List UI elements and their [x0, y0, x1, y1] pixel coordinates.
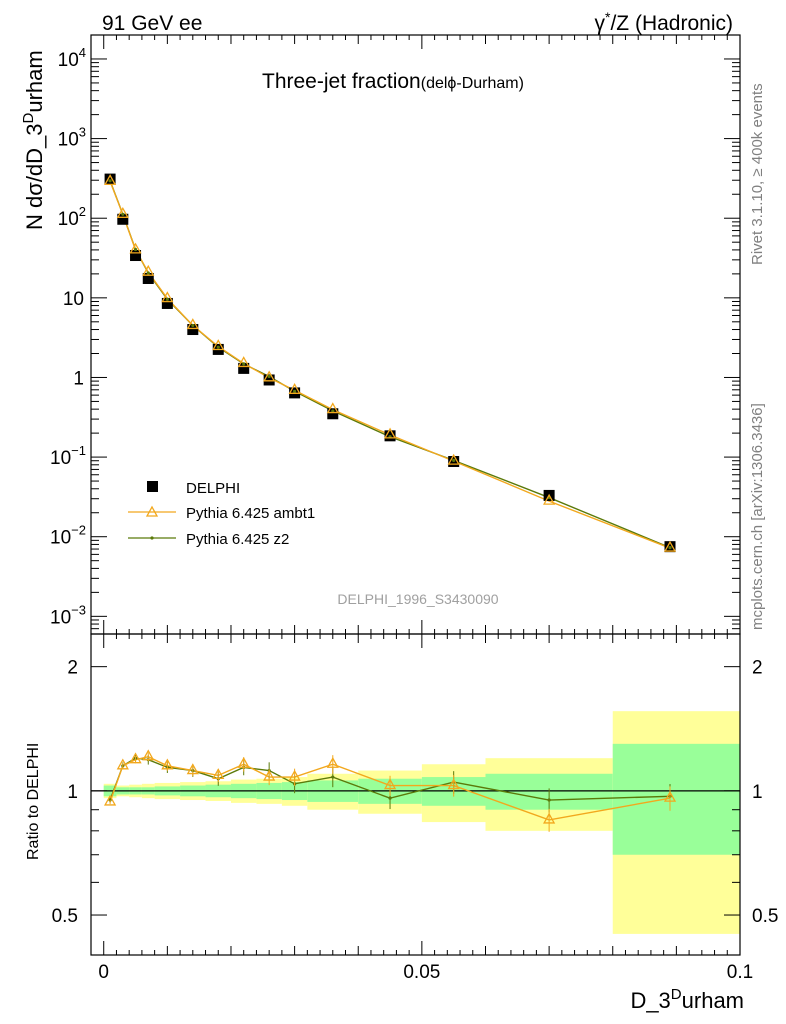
ambt1-ratio-point — [129, 752, 142, 764]
main-y-axis-label: N dσ/dD_3Durham — [20, 50, 47, 230]
delphi-point — [327, 408, 339, 420]
ambt1-main-point — [288, 382, 301, 394]
ambt1-main-point — [543, 493, 556, 505]
y-tick-label: 10−2 — [50, 523, 86, 549]
ambt1-ratio-point — [103, 794, 117, 806]
legend: DELPHI Pythia 6.425 ambt1 Pythia 6.425 z… — [128, 480, 315, 548]
z2-ratio-point — [388, 796, 392, 800]
ambt1-main-point — [326, 402, 339, 414]
series-layer — [103, 173, 677, 832]
z2-main-point — [216, 345, 220, 349]
delphi-point — [238, 362, 250, 374]
z2-main-point — [165, 297, 169, 301]
ratio-plot-border — [90, 633, 741, 956]
ratio-y-tick-label: 0.5 — [52, 906, 78, 927]
ambt1-main-point — [103, 174, 117, 186]
ratio-uncertainty-bands — [103, 711, 740, 934]
ambt1-main-point — [383, 427, 397, 439]
header-right-label: γ*/Z (Hadronic) — [595, 9, 733, 35]
mcplots-reference-label: mcplots.cern.ch [arXiv:1306.3436] — [749, 403, 766, 630]
z2-main-point — [452, 458, 456, 462]
ambt1-ratio-point — [186, 763, 199, 775]
z2-main-point — [146, 271, 150, 275]
rivet-version-label: Rivet 3.1.10, ≥ 400k events — [749, 83, 766, 265]
legend-marker-z2 — [150, 536, 154, 540]
legend-label-ambt1: Pythia 6.425 ambt1 — [186, 505, 315, 522]
ambt1-main-point — [663, 540, 677, 552]
y-tick-label: 10−1 — [50, 443, 86, 469]
ambt1-ratio-point — [326, 756, 339, 768]
z2-main-point — [133, 247, 138, 252]
ambt1-main-point — [263, 370, 276, 382]
ratio-y-tick-label: 2 — [67, 658, 78, 679]
z2-ratio-point — [331, 775, 335, 779]
ambt1-ratio-point — [543, 812, 556, 824]
x-tick-label: 0.1 — [727, 962, 753, 983]
z2-main-point — [121, 212, 125, 216]
analysis-id-label: DELPHI_1996_S3430090 — [337, 591, 498, 607]
z2-main-point — [267, 374, 271, 379]
y-tick-label: 10−3 — [50, 602, 86, 628]
z2-main-point — [242, 362, 246, 366]
ambt1-main-point — [129, 242, 142, 254]
ambt1-main-point — [116, 206, 129, 218]
legend-label-delphi: DELPHI — [186, 480, 240, 497]
ambt1-ratio-point — [116, 758, 129, 770]
ambt1-ratio-point — [237, 756, 250, 768]
delphi-point — [187, 324, 199, 336]
z2-main-point — [331, 409, 335, 413]
ambt1-ratio-point — [142, 749, 155, 761]
delphi-point — [161, 297, 173, 309]
x-axis-label: D_3Durham — [630, 986, 744, 1013]
z2-main-point — [293, 389, 297, 393]
delphi-point — [117, 213, 129, 225]
z2-main-point — [668, 545, 672, 550]
ambt1-main-point — [161, 291, 174, 303]
plot-title: Three-jet fraction(delϕ-Durham) — [262, 70, 524, 93]
ratio-y-tick-label-right: 0.5 — [752, 906, 778, 927]
ambt1-ratio-point — [288, 769, 301, 781]
header-left-label: 91 GeV ee — [102, 12, 202, 35]
ratio-y-axis-label: Ratio to DELPHI — [25, 743, 42, 860]
delphi-point — [263, 374, 275, 386]
ratio-plot-frame: 0 0.05 0.1 0.5 0.5 1 1 2 2 — [52, 633, 778, 983]
y-tick-label: 104 — [58, 45, 86, 71]
y-tick-label: 102 — [58, 204, 86, 230]
ambt1-ratio-point — [447, 778, 460, 790]
legend-marker-delphi — [147, 481, 158, 492]
x-tick-label: 0.05 — [403, 962, 440, 983]
legend-label-z2: Pythia 6.425 z2 — [186, 531, 289, 548]
ambt1-ratio-point — [383, 778, 397, 790]
x-tick-label: 0 — [98, 962, 109, 983]
ratio-y-tick-label-right: 2 — [752, 658, 763, 679]
ambt1-main-point — [186, 318, 199, 330]
z2-ratio-point — [547, 798, 551, 802]
ambt1-ratio-point — [212, 768, 225, 780]
y-tick-label: 103 — [58, 125, 86, 151]
delphi-point — [104, 173, 116, 185]
ratio-y-tick-label: 1 — [67, 782, 78, 803]
delphi-point — [130, 250, 142, 262]
ambt1-ratio-point — [663, 790, 677, 802]
z2-main-point — [191, 323, 195, 328]
ambt1-main-point — [212, 339, 225, 351]
ambt1-main-point — [142, 264, 155, 276]
z2-main-point — [108, 179, 112, 183]
delphi-point — [142, 272, 154, 284]
ambt1-ratio-point — [263, 769, 276, 781]
band-inner-bin — [612, 743, 740, 855]
ambt1-main-point — [237, 356, 250, 368]
legend-marker-ambt1 — [145, 505, 159, 517]
ambt1-ratio-point — [161, 758, 174, 770]
ratio-y-tick-label-right: 1 — [752, 782, 763, 803]
y-tick-label: 10 — [63, 289, 84, 310]
ambt1-main-point — [447, 453, 460, 465]
y-tick-label: 1 — [73, 368, 84, 389]
